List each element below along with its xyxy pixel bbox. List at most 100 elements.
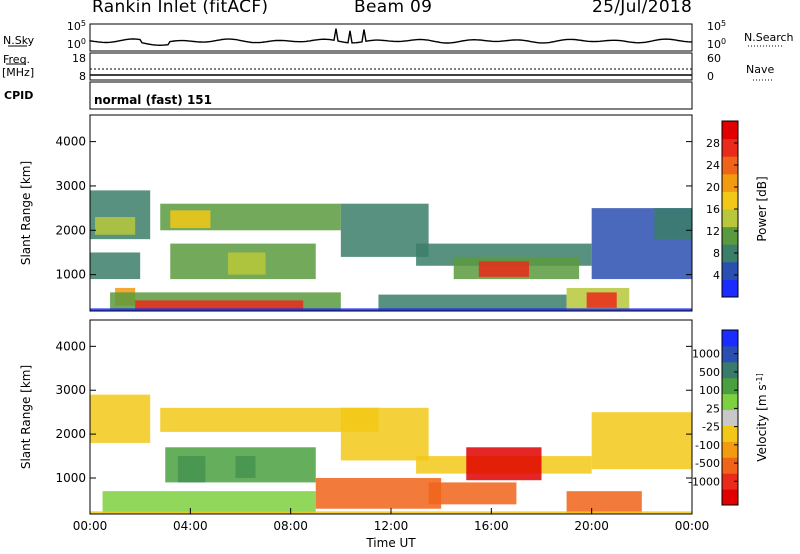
power-colorbar-title: Power [dB] [755,176,769,241]
date-title: 25/Jul/2018 [592,0,693,17]
velocity-colorbar-cell-10 [722,330,738,347]
freq-tick-bottom: 8 [79,70,86,83]
power-region-18 [654,208,692,240]
velocity-xtick-label: 16:00 [474,519,509,533]
power-ytick-label: 4000 [55,135,86,149]
power-region-2 [90,252,141,280]
velocity-region-0 [90,394,151,443]
power-region-19 [90,308,692,311]
velocity-ytick-label: 3000 [55,383,86,397]
power-ytick-label: 2000 [55,223,86,237]
power-colorbar-label: 16 [706,203,720,216]
power-colorbar-cell-7 [722,156,738,175]
velocity-ytick-label: 2000 [55,427,86,441]
velocity-colorbar-cell-3 [722,441,738,458]
power-region-5 [170,210,211,229]
nsearch-tick-bottom: 100 [707,37,726,51]
power-ytick-label: 3000 [55,179,86,193]
velocity-colorbar-title: Velocity [m s-1] [755,373,769,461]
power-panel-frame [89,114,693,312]
velocity-xtick-label: 08:00 [273,519,308,533]
power-colorbar-label: 20 [706,181,720,194]
freq-tick-top: 18 [72,52,86,65]
velocity-region-9 [466,447,542,481]
velocity-colorbar-label: -100 [695,439,720,452]
nave-label: Nave [746,63,775,76]
velocity-xtick-label: 20:00 [574,519,609,533]
velocity-region-12 [591,412,692,470]
station-title: Rankin Inlet (fitACF) [92,0,269,17]
velocity-colorbar-cell-7 [722,377,738,395]
velocity-colorbar-cell-2 [722,457,738,474]
nave-tick-top: 60 [707,52,721,65]
velocity-colorbar-label: 500 [699,366,720,379]
nsky-tick-bottom: 100 [67,37,86,51]
velocity-region-11 [566,491,642,514]
velocity-xtick-label: 00:00 [73,519,108,533]
power-colorbar-cell-8 [722,138,738,157]
power-colorbar-cell-3 [722,226,738,245]
velocity-ylabel: Slant Range [km] [19,365,33,469]
power-colorbar-label: 8 [713,247,720,260]
velocity-region-7 [340,407,429,461]
velocity-heatmap [90,394,692,514]
power-colorbar-label: 24 [706,159,720,172]
power-colorbar-label: 12 [706,225,720,238]
power-colorbar-cell-4 [722,209,738,228]
velocity-colorbar-frame [721,329,739,506]
velocity-colorbar-cell-0 [722,489,738,506]
nsky-tick-top: 105 [67,19,86,33]
power-region-14 [478,261,529,277]
velocity-colorbar-cell-1 [722,473,738,490]
power-colorbar-label: 4 [713,269,720,282]
freq-label: Freq. [3,53,31,66]
velocity-colorbar-cell-4 [722,425,738,442]
velocity-colorbar-label: -25 [702,421,720,434]
velocity-colorbar-cell-8 [722,361,738,379]
velocity-xlabel: Time UT [365,536,416,550]
beam-title: Beam 09 [354,0,433,17]
velocity-ytick-label: 1000 [55,471,86,485]
power-region-7 [227,252,266,275]
power-region-11 [378,294,567,311]
velocity-colorbar-label: 100 [699,384,720,397]
nave-tick-bottom: 0 [707,70,714,83]
freq-panel-frame [89,52,693,81]
velocity-colorbar-cell-5 [722,409,738,426]
velocity-xtick-label: 00:00 [675,519,710,533]
nsky-panel-frame [89,23,693,52]
nsky-label: N.Sky [3,34,35,47]
power-heatmap [90,190,692,311]
power-colorbar-cell-6 [722,173,738,192]
power-region-16 [586,292,617,308]
velocity-colorbar-cell-6 [722,393,738,411]
power-colorbar-label: 28 [706,137,720,150]
cpid-value: normal (fast) 151 [94,93,212,107]
cpid-panel-frame [89,81,693,110]
power-region-9 [135,300,304,311]
power-colorbar-cell-0 [722,279,738,298]
velocity-xtick-label: 12:00 [374,519,409,533]
nsearch-tick-top: 105 [707,19,726,33]
freq-unit-label: [MHz] [2,66,35,79]
cpid-label: CPID [4,89,34,102]
power-colorbar-cell-9 [722,121,738,140]
velocity-region-10 [428,482,517,505]
nsearch-label: N.Search [744,31,794,44]
power-region-1 [95,216,136,235]
power-colorbar-cell-1 [722,261,738,280]
power-ytick-label: 1000 [55,268,86,282]
velocity-region-6 [315,478,442,509]
power-ylabel: Slant Range [km] [19,161,33,265]
power-colorbar-cell-5 [722,191,738,210]
nsky-trace [89,28,692,47]
velocity-xtick-label: 04:00 [173,519,208,533]
velocity-ytick-label: 4000 [55,339,86,353]
velocity-colorbar-label: 25 [706,402,720,415]
velocity-colorbar-label: -500 [695,457,720,470]
power-colorbar-cell-2 [722,244,738,263]
velocity-colorbar-cell-9 [722,345,738,363]
power-region-10 [340,203,429,257]
velocity-region-4 [165,447,316,483]
